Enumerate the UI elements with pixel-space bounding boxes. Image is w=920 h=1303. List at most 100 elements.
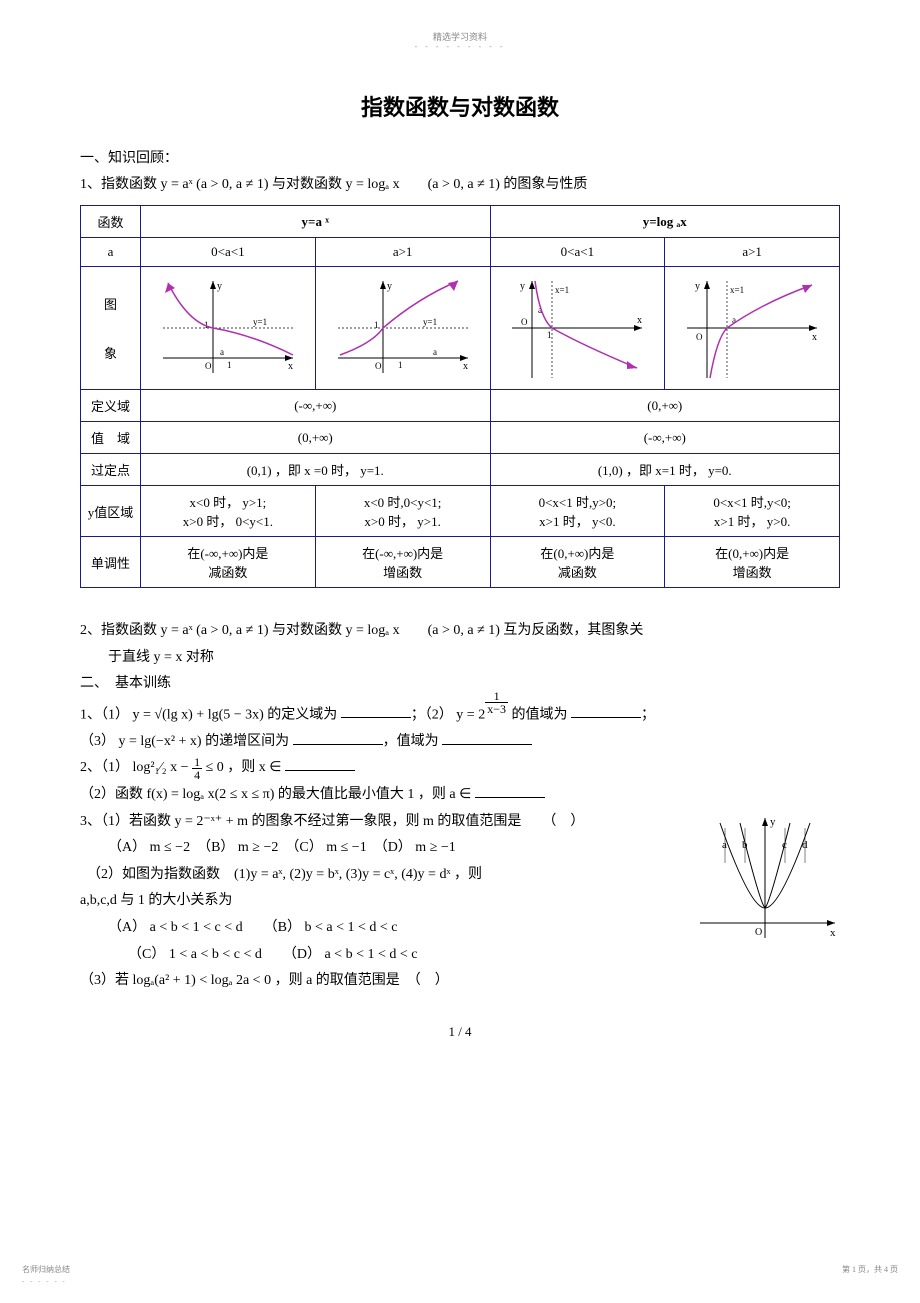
yrange-c2b: x>0 时， y>1. — [322, 511, 484, 530]
blank-6 — [475, 784, 545, 798]
svg-text:y=1: y=1 — [423, 317, 437, 327]
graph-log-growth: y x O x=1 a — [665, 267, 840, 390]
svg-text:x=1: x=1 — [555, 285, 569, 295]
q2-frac-num: 1 — [192, 756, 202, 769]
svg-text:x: x — [637, 315, 642, 326]
row-mono-c2: 在(-∞,+∞)内是 增函数 — [315, 537, 490, 588]
mono-c4a: 在(0,+∞)内是 — [671, 543, 833, 562]
q2-2-line: （2）函数 f(x) = logₐ x(2 ≤ x ≤ π) 的最大值比最小值大… — [80, 782, 840, 809]
row-a-c2: a>1 — [315, 238, 490, 267]
row-fixed-log: (1,0) ，即 x=1 时， y=0. — [490, 454, 840, 486]
svg-text:x: x — [288, 361, 293, 372]
svg-text:1: 1 — [398, 360, 403, 370]
q2-frac: 14 — [192, 756, 202, 781]
th-log: y=log ₐx — [490, 206, 840, 238]
page-number: 1 / 4 — [80, 1020, 840, 1045]
yrange-c3b: x>1 时， y<0. — [497, 511, 659, 530]
section2-line: 2、指数函数 y = aˣ (a > 0, a ≠ 1) 与对数函数 y = l… — [80, 618, 840, 645]
yrange-c4a: 0<x<1 时,y<0; — [671, 492, 833, 511]
section1-heading: 一、知识回顾： — [80, 147, 840, 167]
blank-4 — [442, 731, 532, 745]
q3-2-text: （2）如图为指数函数 (1)y = aˣ, (2)y = bˣ, (3)y = … — [94, 867, 482, 882]
svg-text:x: x — [812, 332, 817, 343]
footer-left: 名师归纳总结 — [22, 1264, 70, 1275]
mini-label-a: a — [722, 839, 727, 851]
mono-c3a: 在(0,+∞)内是 — [497, 543, 659, 562]
svg-text:O: O — [521, 317, 528, 327]
svg-text:y: y — [695, 281, 700, 292]
row-yrange-c1: x<0 时， y>1; x>0 时， 0<y<1. — [141, 486, 316, 537]
mono-c2a: 在(-∞,+∞)内是 — [322, 543, 484, 562]
svg-text:O: O — [696, 332, 703, 342]
q2-1-line: 2、（1） log²₁⁄₂ x − 14 ≤ 0 ，则 x ∈ — [80, 755, 840, 782]
q1-3b: ，值域为 — [383, 734, 443, 749]
yrange-c3a: 0<x<1 时,y>0; — [497, 492, 659, 511]
svg-text:x=1: x=1 — [730, 285, 744, 295]
svg-text:y: y — [770, 816, 776, 828]
row-graph-label-bot: 象 — [87, 343, 134, 362]
mono-c2b: 增函数 — [322, 562, 484, 581]
section1-line1: 1、指数函数 y = aˣ (a > 0, a ≠ 1) 与对数函数 y = l… — [80, 173, 840, 193]
row-a-c4: a>1 — [665, 238, 840, 267]
th-exp: y=a ˣ — [141, 206, 491, 238]
graph-exp-decay: y x O y=1 1 a 1 — [141, 267, 316, 390]
row-mono-label: 单调性 — [81, 537, 141, 588]
row-mono-c4: 在(0,+∞)内是 增函数 — [665, 537, 840, 588]
row-a-label: a — [81, 238, 141, 267]
row-range-log: (-∞,+∞) — [490, 422, 840, 454]
row-graph-label-top: 图 — [87, 294, 134, 313]
mono-c1a: 在(-∞,+∞)内是 — [147, 543, 309, 562]
graph-log-decay: y x O x=1 a 1 — [490, 267, 665, 390]
mini-graph: y x O a b c d — [690, 813, 840, 954]
mono-c3b: 减函数 — [497, 562, 659, 581]
page-title: 指数函数与对数函数 — [80, 90, 840, 122]
mini-label-c: c — [782, 839, 787, 851]
svg-text:y: y — [217, 281, 222, 292]
yrange-c4b: x>1 时， y>0. — [671, 511, 833, 530]
svg-text:O: O — [205, 361, 212, 371]
svg-text:1: 1 — [227, 360, 232, 370]
svg-text:y: y — [387, 281, 392, 292]
row-domain-log: (0,+∞) — [490, 390, 840, 422]
q1-p2: ；（2） y = 2 — [411, 707, 485, 722]
row-graph-label: 图 象 — [81, 267, 141, 390]
svg-text:a: a — [220, 347, 224, 357]
row-a-c1: 0<a<1 — [141, 238, 316, 267]
q1-p1: 1、（1） y = √(lg x) + lg(5 − 3x) 的定义域为 — [80, 707, 341, 722]
q2-1b: ≤ 0 ，则 x ∈ — [202, 760, 285, 775]
footer-dots: - - - - - - — [22, 1277, 67, 1285]
header-dots: - - - - - - - - - — [0, 42, 920, 51]
yrange-c2a: x<0 时,0<y<1; — [322, 492, 484, 511]
svg-text:y=1: y=1 — [253, 317, 267, 327]
mono-c1b: 减函数 — [147, 562, 309, 581]
row-a-c3: 0<a<1 — [490, 238, 665, 267]
row-mono-c3: 在(0,+∞)内是 减函数 — [490, 537, 665, 588]
yrange-c1b: x>0 时， 0<y<1. — [147, 511, 309, 530]
svg-text:y: y — [520, 281, 525, 292]
svg-text:1: 1 — [547, 330, 552, 340]
row-domain-label: 定义域 — [81, 390, 141, 422]
row-range-label: 值 域 — [81, 422, 141, 454]
svg-text:a: a — [433, 347, 437, 357]
blank-2 — [571, 704, 641, 718]
svg-text:x: x — [830, 927, 836, 939]
row-range-exp: (0,+∞) — [141, 422, 491, 454]
row-yrange-label: y值区域 — [81, 486, 141, 537]
row-yrange-c3: 0<x<1 时,y>0; x>1 时， y<0. — [490, 486, 665, 537]
q2-2: （2）函数 f(x) = logₐ x(2 ≤ x ≤ π) 的最大值比最小值大… — [80, 787, 475, 802]
q1-p4: ； — [641, 707, 655, 722]
properties-table: 函数 y=a ˣ y=log ₐx a 0<a<1 a>1 0<a<1 a>1 … — [80, 205, 840, 588]
row-yrange-c2: x<0 时,0<y<1; x>0 时， y>1. — [315, 486, 490, 537]
graph-exp-growth: y x O y=1 1 a 1 — [315, 267, 490, 390]
below-content: 2、指数函数 y = aˣ (a > 0, a ≠ 1) 与对数函数 y = l… — [80, 618, 840, 1044]
q1-line: 1、（1） y = √(lg x) + lg(5 − 3x) 的定义域为 ；（2… — [80, 698, 840, 729]
row-domain-exp: (-∞,+∞) — [141, 390, 491, 422]
svg-text:x: x — [463, 361, 468, 372]
row-mono-c1: 在(-∞,+∞)内是 减函数 — [141, 537, 316, 588]
th-function: 函数 — [81, 206, 141, 238]
svg-text:O: O — [375, 361, 382, 371]
section2-line2: 于直线 y = x 对称 — [108, 645, 840, 672]
mono-c4b: 增函数 — [671, 562, 833, 581]
row-fixed-exp: (0,1) ，即 x =0 时， y=1. — [141, 454, 491, 486]
page-content: 指数函数与对数函数 一、知识回顾： 1、指数函数 y = aˣ (a > 0, … — [80, 90, 840, 1044]
